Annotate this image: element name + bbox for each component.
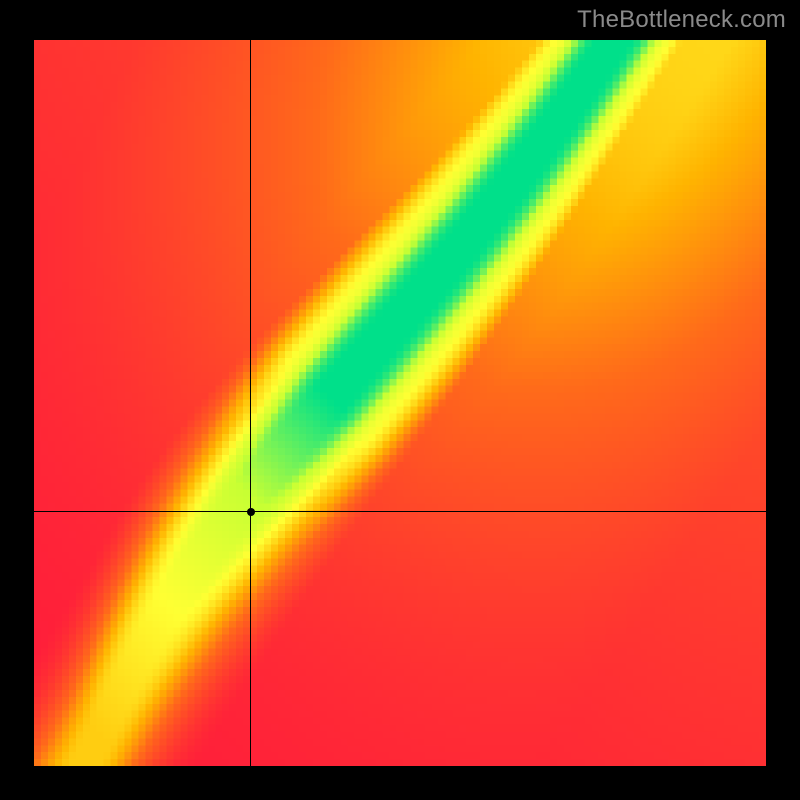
heatmap-plot: [34, 40, 766, 766]
marker-point: [247, 508, 255, 516]
heatmap-canvas: [34, 40, 766, 766]
crosshair-horizontal: [34, 511, 766, 512]
figure-frame: TheBottleneck.com: [0, 0, 800, 800]
crosshair-vertical: [250, 40, 251, 766]
watermark-text: TheBottleneck.com: [577, 6, 786, 34]
